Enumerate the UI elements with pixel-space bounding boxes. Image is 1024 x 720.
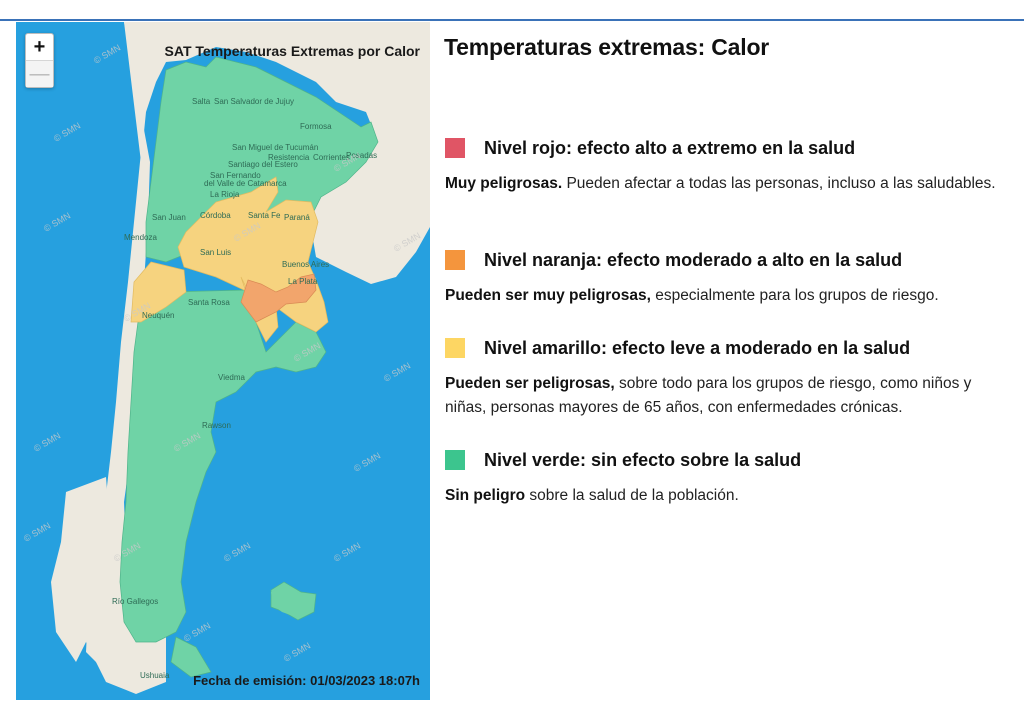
svg-text:Formosa: Formosa xyxy=(300,122,332,131)
level-description-bold: Muy peligrosas. xyxy=(445,175,563,192)
svg-text:Santa Fe: Santa Fe xyxy=(248,211,281,220)
svg-text:© SMN: © SMN xyxy=(222,541,252,564)
svg-text:Salta: Salta xyxy=(192,97,211,106)
level-title: Nivel amarillo: efecto leve a moderado e… xyxy=(484,337,911,358)
svg-text:Viedma: Viedma xyxy=(218,373,246,382)
svg-text:Mendoza: Mendoza xyxy=(124,233,157,242)
svg-text:Buenos Aires: Buenos Aires xyxy=(282,260,329,269)
city-labels: Salta San Salvador de Jujuy Formosa San … xyxy=(112,97,377,680)
legend-level-yellow: Nivel amarillo: efecto leve a moderado e… xyxy=(445,337,1015,420)
level-title: Nivel verde: sin efecto sobre la salud xyxy=(484,449,802,470)
legend-level-orange: Nivel naranja: efecto moderado a alto en… xyxy=(445,249,1015,308)
svg-text:Neuquén: Neuquén xyxy=(142,311,174,320)
neighbor-land xyxy=(51,22,430,694)
svg-text:Río Gallegos: Río Gallegos xyxy=(112,597,158,606)
level-description: Muy peligrosas. Pueden afectar a todas l… xyxy=(445,172,1015,196)
svg-text:Santiago del Estero: Santiago del Estero xyxy=(228,160,298,169)
svg-text:© SMN: © SMN xyxy=(332,541,362,564)
map-title: SAT Temperaturas Extremas por Calor xyxy=(164,43,420,59)
svg-text:© SMN: © SMN xyxy=(22,521,52,544)
level-description-text: especialmente para los grupos de riesgo. xyxy=(650,287,939,304)
svg-text:Córdoba: Córdoba xyxy=(200,211,231,220)
svg-text:© SMN: © SMN xyxy=(92,43,122,66)
svg-text:© SMN: © SMN xyxy=(282,641,312,664)
level-description-text: sobre la salud de la población. xyxy=(525,487,739,504)
svg-text:Paraná: Paraná xyxy=(284,213,310,222)
level-description-bold: Pueden ser peligrosas, xyxy=(445,375,615,392)
falkland-islands xyxy=(271,587,314,617)
svg-text:Corrientes: Corrientes xyxy=(313,153,350,162)
level-description-text: sobre todo para los grupos de riesgo, co… xyxy=(445,375,972,416)
svg-text:© SMN: © SMN xyxy=(382,361,412,384)
top-divider xyxy=(0,19,1024,21)
level-description-text: Pueden afectar a todas las personas, inc… xyxy=(562,175,996,192)
svg-text:San Luis: San Luis xyxy=(200,248,231,257)
svg-text:Santa Rosa: Santa Rosa xyxy=(188,298,230,307)
svg-text:La Plata: La Plata xyxy=(288,277,318,286)
panel-title: Temperaturas extremas: Calor xyxy=(444,34,770,60)
svg-text:San Fernando: San Fernando xyxy=(210,171,261,180)
legend-panel: Temperaturas extremas: Calor xyxy=(444,34,1014,61)
level-description: Pueden ser peligrosas, sobre todo para l… xyxy=(445,372,1015,420)
svg-text:© SMN: © SMN xyxy=(352,451,382,474)
svg-text:Posadas: Posadas xyxy=(346,151,377,160)
svg-text:San Juan: San Juan xyxy=(152,213,186,222)
svg-text:del Valle de Catamarca: del Valle de Catamarca xyxy=(204,179,287,188)
svg-text:© SMN: © SMN xyxy=(52,121,82,144)
green-swatch-icon xyxy=(445,450,465,470)
svg-text:San Miguel de Tucumán: San Miguel de Tucumán xyxy=(232,143,318,152)
svg-text:© SMN: © SMN xyxy=(182,621,212,644)
level-description: Pueden ser muy peligrosas, especialmente… xyxy=(445,284,1015,308)
svg-text:Ushuaia: Ushuaia xyxy=(140,671,170,680)
zoom-in-button[interactable]: + xyxy=(33,36,46,58)
alert-map[interactable]: Salta San Salvador de Jujuy Formosa San … xyxy=(16,22,430,700)
zoom-out-button[interactable]: — xyxy=(26,60,53,87)
svg-text:La Rioja: La Rioja xyxy=(210,190,240,199)
legend-level-green: Nivel verde: sin efecto sobre la salud S… xyxy=(445,449,1015,508)
svg-text:© SMN: © SMN xyxy=(32,431,62,454)
svg-text:Resistencia: Resistencia xyxy=(268,153,310,162)
region-orange[interactable] xyxy=(240,273,317,323)
orange-swatch-icon xyxy=(445,250,465,270)
issue-date: Fecha de emisión: 01/03/2023 18:07h xyxy=(193,673,420,688)
yellow-swatch-icon xyxy=(445,338,465,358)
level-description: Sin peligro sobre la salud de la poblaci… xyxy=(445,484,1015,508)
zoom-control: + — xyxy=(25,33,54,88)
svg-text:Rawson: Rawson xyxy=(202,421,231,430)
level-description-bold: Pueden ser muy peligrosas, xyxy=(445,287,651,304)
legend-level-red: Nivel rojo: efecto alto a extremo en la … xyxy=(445,137,1015,196)
map-canvas[interactable]: Salta San Salvador de Jujuy Formosa San … xyxy=(16,22,430,700)
red-swatch-icon xyxy=(445,138,465,158)
level-title: Nivel rojo: efecto alto a extremo en la … xyxy=(484,137,856,158)
level-title: Nivel naranja: efecto moderado a alto en… xyxy=(484,249,903,270)
svg-text:© SMN: © SMN xyxy=(42,211,72,234)
level-description-bold: Sin peligro xyxy=(445,487,526,504)
svg-text:San Salvador de Jujuy: San Salvador de Jujuy xyxy=(214,97,294,106)
